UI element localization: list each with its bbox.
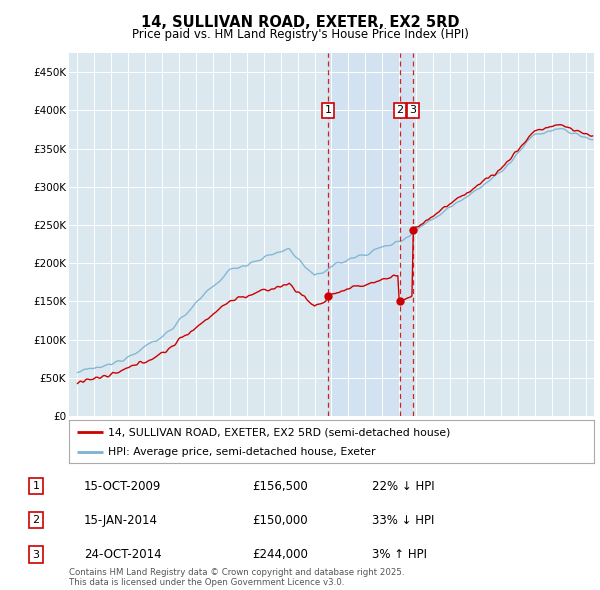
Text: Price paid vs. HM Land Registry's House Price Index (HPI): Price paid vs. HM Land Registry's House … <box>131 28 469 41</box>
Text: £150,000: £150,000 <box>252 514 308 527</box>
Text: Contains HM Land Registry data © Crown copyright and database right 2025.
This d: Contains HM Land Registry data © Crown c… <box>69 568 404 587</box>
Text: 14, SULLIVAN ROAD, EXETER, EX2 5RD (semi-detached house): 14, SULLIVAN ROAD, EXETER, EX2 5RD (semi… <box>109 427 451 437</box>
Text: 2: 2 <box>397 106 403 116</box>
Text: 3: 3 <box>32 550 40 559</box>
Text: 15-JAN-2014: 15-JAN-2014 <box>84 514 158 527</box>
Text: 14, SULLIVAN ROAD, EXETER, EX2 5RD: 14, SULLIVAN ROAD, EXETER, EX2 5RD <box>141 15 459 30</box>
Bar <box>328 53 413 416</box>
Text: 2: 2 <box>32 516 40 525</box>
Text: 15-OCT-2009: 15-OCT-2009 <box>84 480 161 493</box>
Text: 3% ↑ HPI: 3% ↑ HPI <box>372 548 427 561</box>
Text: 3: 3 <box>409 106 416 116</box>
Text: 24-OCT-2014: 24-OCT-2014 <box>84 548 161 561</box>
Text: 33% ↓ HPI: 33% ↓ HPI <box>372 514 434 527</box>
Text: 1: 1 <box>32 481 40 491</box>
Text: 1: 1 <box>325 106 331 116</box>
Text: £156,500: £156,500 <box>252 480 308 493</box>
Text: HPI: Average price, semi-detached house, Exeter: HPI: Average price, semi-detached house,… <box>109 447 376 457</box>
Text: £244,000: £244,000 <box>252 548 308 561</box>
Text: 22% ↓ HPI: 22% ↓ HPI <box>372 480 434 493</box>
